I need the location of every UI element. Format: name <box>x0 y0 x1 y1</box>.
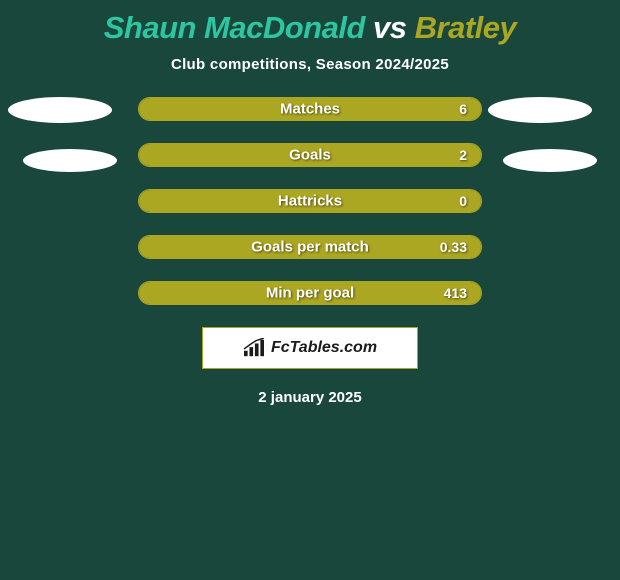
stat-label: Goals per match <box>251 239 369 256</box>
stat-row: Min per goal 413 <box>138 281 482 305</box>
snapshot-date: 2 january 2025 <box>0 389 620 406</box>
player1-name: Shaun MacDonald <box>104 10 365 45</box>
attribution-text: FcTables.com <box>271 339 377 357</box>
stat-row: Goals 2 <box>138 143 482 167</box>
stat-value: 6 <box>459 101 467 117</box>
stat-value: 0.33 <box>440 239 467 255</box>
stat-row: Matches 6 <box>138 97 482 121</box>
player2-name: Bratley <box>415 10 517 45</box>
stat-value: 0 <box>459 193 467 209</box>
stat-row: Hattricks 0 <box>138 189 482 213</box>
player1-photo-placeholder-bot <box>23 149 117 172</box>
stat-label: Matches <box>280 101 340 118</box>
bar-chart-icon <box>243 338 265 358</box>
player2-photo-placeholder-bot <box>503 149 597 172</box>
stat-value: 413 <box>444 285 467 301</box>
stat-row: Goals per match 0.33 <box>138 235 482 259</box>
player1-photo-placeholder-top <box>8 97 112 123</box>
source-attribution: FcTables.com <box>202 327 418 369</box>
stat-label: Min per goal <box>266 285 354 302</box>
vs-text: vs <box>373 10 406 45</box>
comparison-layout: Matches 6 Goals 2 Hattricks 0 Goals per match 0… <box>0 97 620 406</box>
page-title: Shaun MacDonald vs Bratley <box>0 0 620 46</box>
subtitle: Club competitions, Season 2024/2025 <box>0 56 620 73</box>
stat-label: Goals <box>289 147 331 164</box>
player2-photo-placeholder-top <box>488 97 592 123</box>
stat-label: Hattricks <box>278 193 342 210</box>
stats-column: Matches 6 Goals 2 Hattricks 0 Goals per match 0… <box>138 97 482 305</box>
stat-value: 2 <box>459 147 467 163</box>
